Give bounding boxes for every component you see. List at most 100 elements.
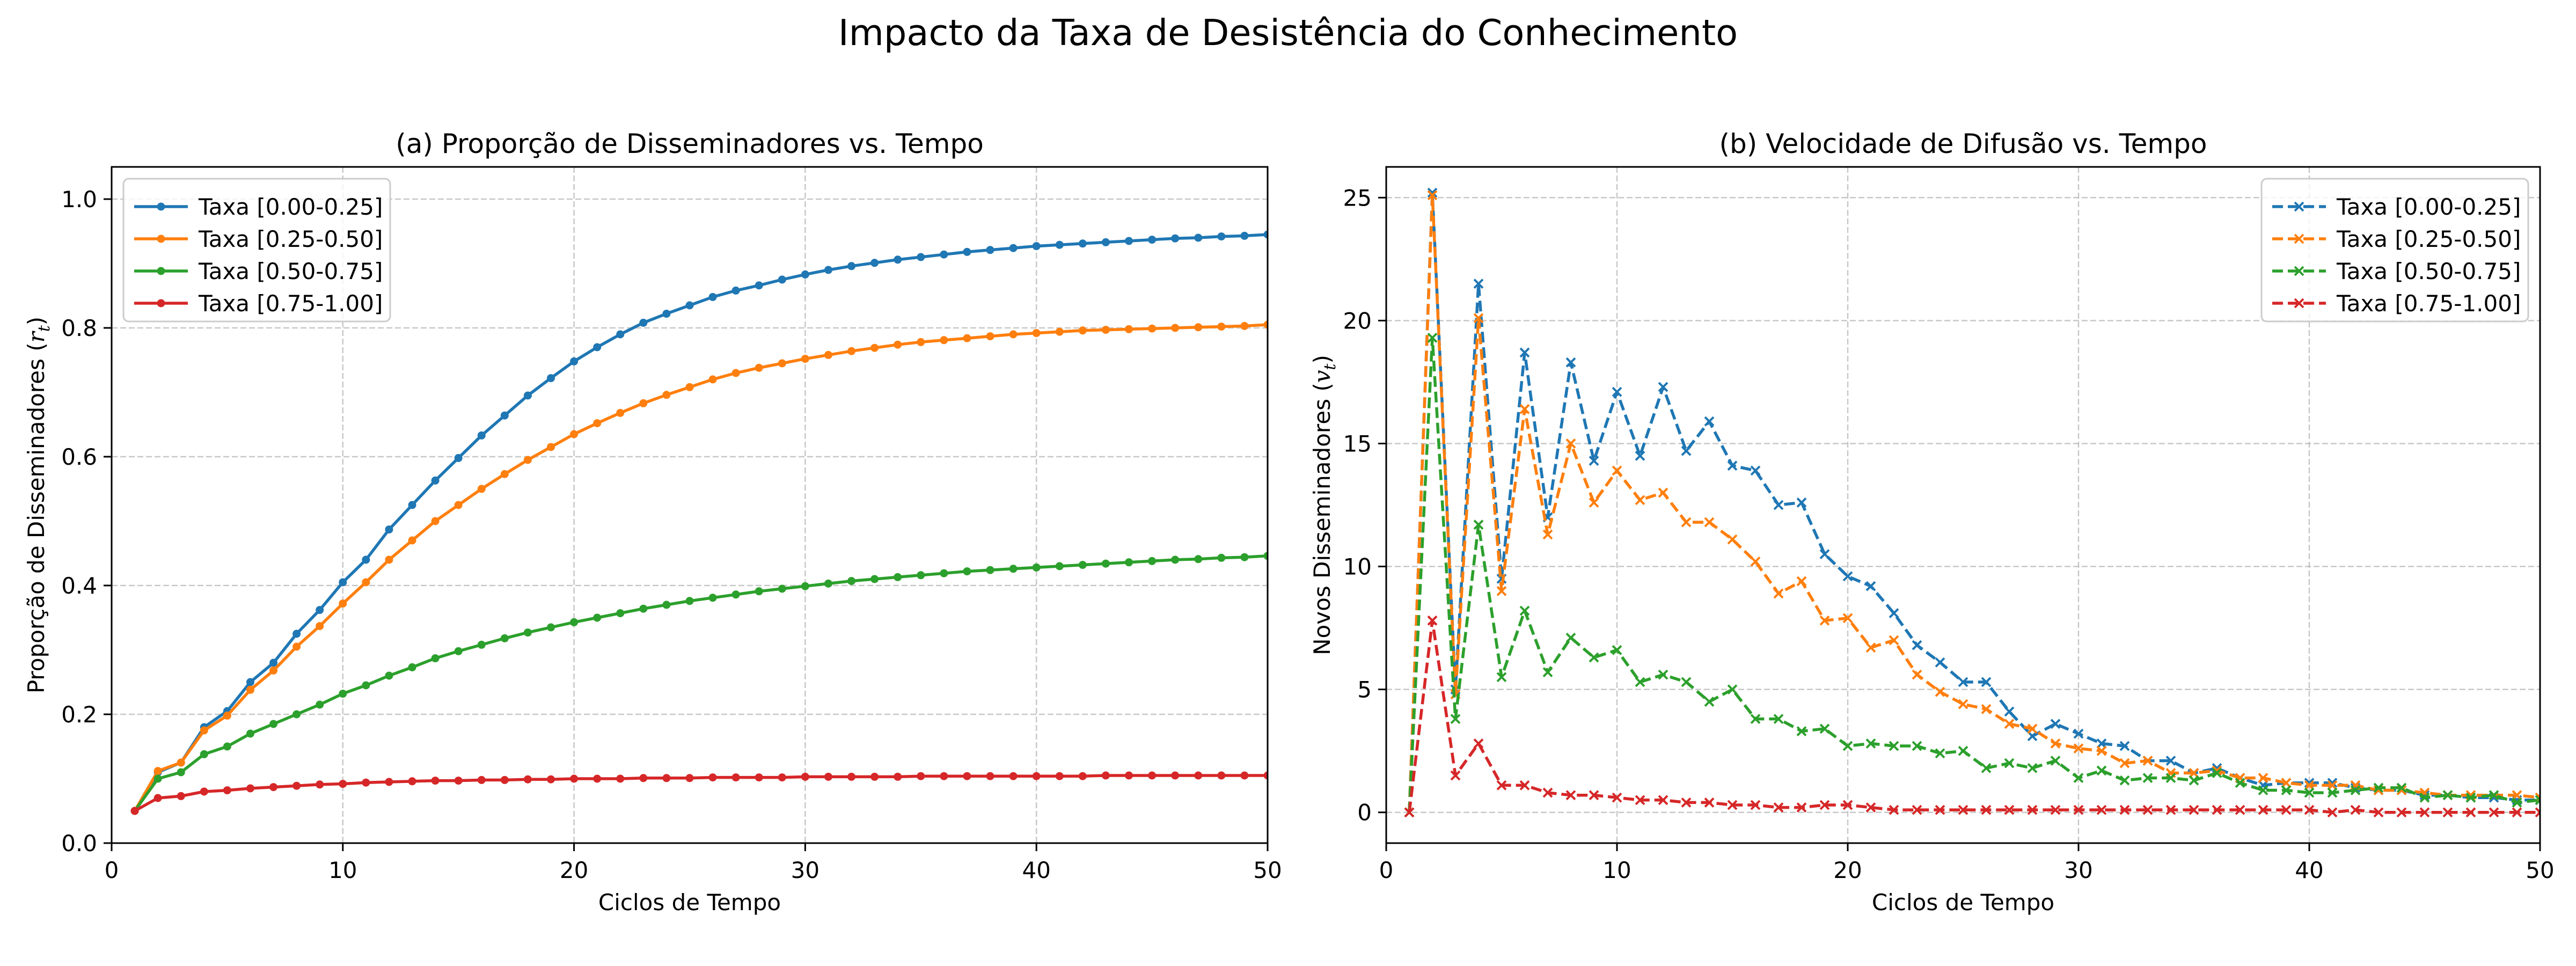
chart-b-series-1-point	[1519, 347, 1530, 358]
chart-a-series-2-point	[1032, 329, 1041, 338]
chart-a-y-tick-label: 0.6	[61, 444, 97, 470]
chart-b-series-2-point	[1819, 615, 1830, 626]
chart-b-series-3-point	[1589, 652, 1599, 663]
chart-a-series-4-point	[847, 772, 856, 781]
chart-b-series-3-point	[2535, 795, 2540, 806]
chart-b-series-3-point	[2258, 785, 2268, 795]
chart-b-legend-marker-2	[2294, 233, 2304, 244]
chart-b-series-4-point	[1496, 780, 1507, 791]
chart-a-series-1-point	[778, 275, 786, 284]
chart-a-series-3-point	[1148, 557, 1157, 565]
chart-a-series-2-point	[1194, 323, 1203, 332]
chart-a-series-1-point	[662, 310, 671, 318]
chart-b-series-3-point	[2096, 765, 2107, 776]
chart-b-series-2-point	[2189, 768, 2199, 778]
chart-a-series-2-point	[801, 355, 809, 363]
chart-a-series-1-point	[847, 262, 856, 270]
chart-a-series-4-point	[385, 778, 393, 786]
chart-a-series-3-point	[292, 710, 301, 719]
chart-b-series-4-point	[2350, 804, 2361, 815]
chart-b-series-2-point	[1842, 613, 1853, 624]
chart-a-x-tick-label: 30	[791, 857, 819, 883]
chart-a-y-tick-label: 1.0	[61, 186, 97, 213]
chart-a-series-2-point	[1240, 321, 1249, 330]
chart-a-series-4-point	[454, 777, 463, 785]
chart-b-series-3-point	[2119, 775, 2130, 786]
chart-b-series-3-point	[1796, 726, 1807, 736]
chart-a-series-1-point	[824, 266, 832, 274]
chart-a-series-2-point	[454, 501, 463, 509]
chart-a-series-3-point	[339, 690, 347, 698]
chart-b-series-4-point	[2327, 807, 2338, 818]
chart-a-series-3-point	[1217, 553, 1226, 562]
chart-a-series-3-point	[685, 597, 694, 605]
chart-a-x-axis-label: Ciclos de Tempo	[598, 889, 781, 916]
chart-b-series-3-point	[1519, 605, 1530, 616]
chart-a-series-1-point	[1125, 237, 1133, 245]
chart-b-series-4-point	[1912, 804, 1922, 815]
chart-b-series-3-point	[2304, 787, 2315, 798]
chart-b-series-3-point	[2465, 792, 2476, 803]
chart-a-series-4-point	[708, 773, 717, 782]
chart-a-series-3-point	[801, 582, 809, 590]
chart-a-data	[130, 230, 1268, 815]
chart-a-series-1-point	[339, 578, 347, 587]
chart-b-series-3-point	[1473, 519, 1484, 530]
chart-b-series-2-point	[1589, 497, 1599, 508]
chart-a-series-3-point	[778, 584, 786, 593]
chart-b-series-2-point	[2304, 780, 2315, 791]
chart-b-x-tick-label: 10	[1602, 857, 1631, 883]
chart-b-y-axis-label-text: Novos Disseminadores (	[1309, 383, 1335, 655]
chart-a-legend: Taxa [0.00-0.25] Taxa [0.25-0.50] Taxa [0.…	[122, 178, 391, 323]
chart-a-series-2-point	[1171, 324, 1180, 332]
chart-b-axes-frame	[1385, 166, 2541, 844]
chart-b-series-4-point	[2489, 807, 2499, 818]
chart-a-legend-marker-3	[157, 267, 165, 275]
chart-b-series-4-point	[1796, 802, 1807, 813]
chart-a-series-4-point	[593, 774, 602, 783]
chart-a-legend-label-1: Taxa [0.00-0.25]	[198, 194, 383, 220]
chart-b-legend-marker-4	[2294, 298, 2304, 309]
chart-b-series-3-point	[1773, 714, 1784, 724]
chart-b-series-line-1	[1408, 191, 2540, 813]
chart-b-series-1-point	[1773, 500, 1784, 510]
chart-a-series-3-point	[870, 575, 879, 583]
chart-b: 0 10 20 30 40 50 0 5 10 15 20 25 (b) Velocidade de D…	[1309, 128, 2555, 916]
chart-b-series-2-point	[1889, 635, 1899, 646]
chart-a-series-1-point	[940, 250, 948, 259]
chart-b-y-axis-label-symbol: v	[1309, 370, 1335, 383]
chart-a-series-3-point	[362, 681, 370, 690]
chart-b-series-3-point	[1542, 667, 1553, 677]
chart-b-series-4-point	[1589, 790, 1599, 801]
chart-a-series-3-point	[593, 613, 602, 622]
chart-b-series-3-point	[1635, 677, 1645, 687]
chart-b-series-2-point	[2073, 743, 2084, 754]
chart-a-series-4-point	[731, 773, 740, 782]
chart-a-series-3-point	[940, 569, 948, 577]
chart-b-series-1-point	[1681, 445, 1692, 456]
chart-a-series-2-point	[431, 517, 440, 525]
chart-a-legend-label-3: Taxa [0.50-0.75]	[198, 258, 383, 284]
chart-a-series-4-point	[1194, 771, 1203, 780]
chart-b-series-1-point	[1704, 416, 1715, 427]
chart-a-series-1-point	[316, 606, 324, 614]
chart-b-series-1-point	[2027, 731, 2038, 742]
chart-b-series-4-point	[1889, 804, 1899, 815]
chart-b-series-1-point	[2119, 741, 2130, 751]
chart-a-series-2-point	[755, 363, 763, 372]
chart-a-series-1-point	[755, 281, 763, 290]
chart-b-series-3-point	[2050, 756, 2061, 766]
chart-a-title: (a) Proporção de Disseminadores vs. Temp…	[396, 128, 984, 159]
chart-a-series-4-point	[1171, 771, 1180, 780]
chart-b-series-2-point	[1542, 529, 1553, 540]
chart-a-series-4-point	[1240, 771, 1249, 780]
chart-a-series-2-point	[1101, 326, 1110, 334]
chart-b-series-4-point	[2212, 804, 2222, 815]
chart-b-series-3-point	[2165, 773, 2176, 783]
chart-b-series-3-point	[2073, 773, 2084, 783]
chart-a-series-line-2	[133, 323, 1268, 812]
chart-b-series-1-point	[2165, 756, 2176, 766]
chart-b-series-3-point	[2004, 758, 2015, 769]
chart-a-series-2-point	[200, 726, 208, 735]
chart-a-series-3-point	[1055, 562, 1064, 570]
